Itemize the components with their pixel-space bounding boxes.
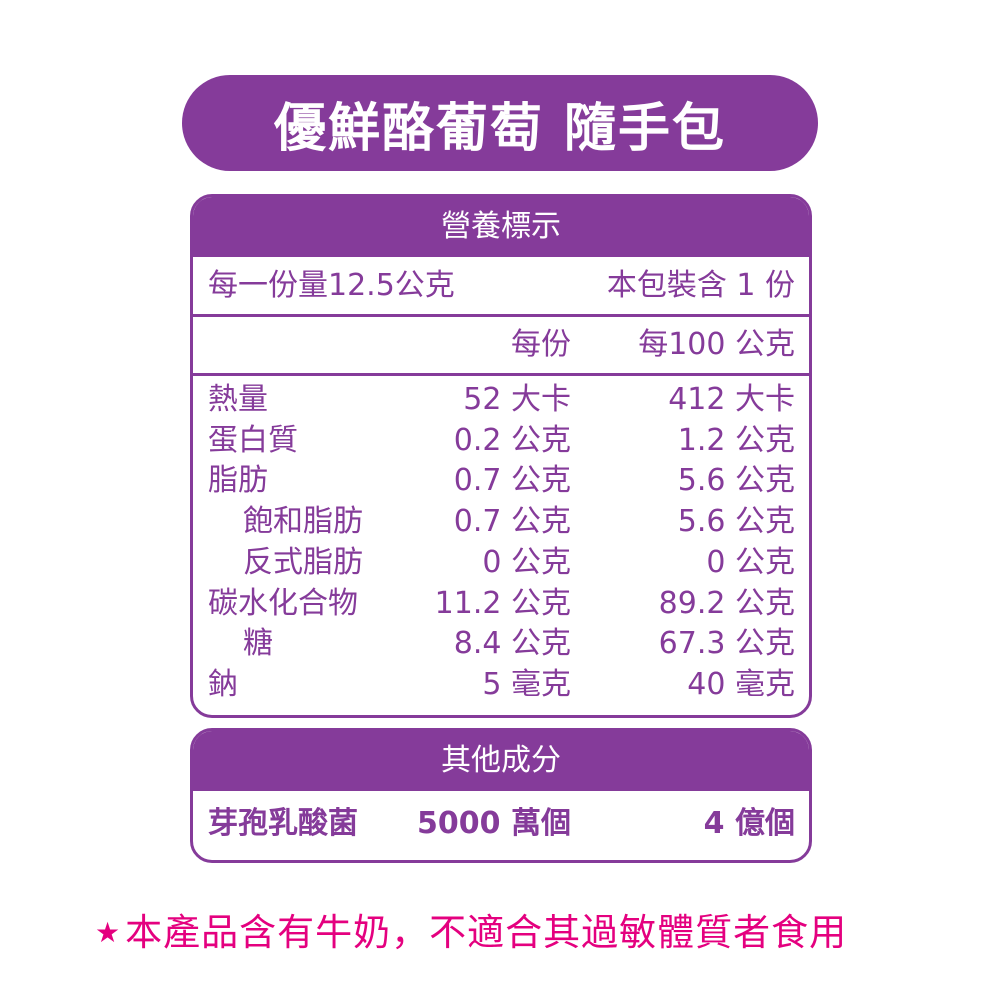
nutrient-per-serving: 8.4 公克 xyxy=(453,626,571,662)
star-icon: ★ xyxy=(95,916,122,949)
nutrient-per-100g: 89.2 公克 xyxy=(658,585,795,621)
nutrient-name: 飽和脂肪 xyxy=(243,504,363,540)
allergy-warning-text: 本產品含有牛奶，不適合其過敏體質者食用 xyxy=(125,911,848,954)
serving-size: 每一份量12.5公克 xyxy=(208,268,455,303)
nutrient-per-serving: 0.2 公克 xyxy=(453,422,571,458)
nutrient-row: 脂肪 0.7 公克 5.6 公克 xyxy=(193,461,809,501)
nutrient-rows: 熱量 52 大卡 412 大卡蛋白質 0.2 公克 1.2 公克脂肪 0.7 公克 5.6 … xyxy=(193,373,809,715)
product-title: 優鮮酪葡萄 隨手包 xyxy=(182,75,818,171)
nutrition-table: 營養標示 每一份量12.5公克 本包裝含 1 份 每份 每100 公克 熱量 52… xyxy=(190,194,812,718)
serving-info-row: 每一份量12.5公克 本包裝含 1 份 xyxy=(193,257,809,314)
nutrient-name: 熱量 xyxy=(208,382,268,417)
nutrient-per-100g: 412 大卡 xyxy=(668,382,795,417)
nutrient-row: 鈉 5 毫克 40 毫克 xyxy=(193,665,809,705)
nutrient-per-100g: 5.6 公克 xyxy=(677,463,795,499)
nutrient-per-100g: 67.3 公克 xyxy=(658,626,795,662)
nutrient-per-100g: 5.6 公克 xyxy=(677,504,795,540)
nutrient-per-serving: 11.2 公克 xyxy=(434,585,571,621)
nutrient-name: 碳水化合物 xyxy=(208,585,358,621)
nutrient-row: 熱量 52 大卡 412 大卡 xyxy=(193,380,809,420)
probiotic-name: 芽孢乳酸菌 xyxy=(208,806,358,841)
nutrient-name: 脂肪 xyxy=(208,463,268,499)
nutrient-name: 糖 xyxy=(243,626,273,662)
nutrient-per-serving: 52 大卡 xyxy=(463,382,571,417)
nutrient-name: 蛋白質 xyxy=(208,422,298,458)
nutrient-row: 蛋白質 0.2 公克 1.2 公克 xyxy=(193,421,809,461)
nutrient-per-serving: 0.7 公克 xyxy=(453,463,571,499)
nutrition-header: 營養標示 xyxy=(193,197,809,257)
nutrient-name: 反式脂肪 xyxy=(243,544,363,580)
nutrient-row: 糖 8.4 公克 67.3 公克 xyxy=(193,624,809,664)
nutrient-row: 碳水化合物 11.2 公克 89.2 公克 xyxy=(193,584,809,624)
nutrient-row: 反式脂肪 0 公克 0 公克 xyxy=(193,543,809,583)
other-header: 其他成分 xyxy=(193,731,809,791)
allergy-warning: ★ 本產品含有牛奶，不適合其過敏體質者食用 xyxy=(95,902,847,956)
column-header-row: 每份 每100 公克 xyxy=(193,314,809,373)
col-per-100g: 每100 公克 xyxy=(638,327,795,362)
other-ingredients-table: 其他成分 芽孢乳酸菌 5000 萬個 4 億個 xyxy=(190,728,812,863)
nutrient-per-100g: 0 公克 xyxy=(706,544,795,580)
probiotic-per-serving: 5000 萬個 xyxy=(417,806,571,841)
servings-per-pack: 本包裝含 1 份 xyxy=(606,268,795,303)
nutrient-name: 鈉 xyxy=(208,666,238,702)
col-per-serving: 每份 xyxy=(511,327,571,362)
nutrient-row: 飽和脂肪 0.7 公克 5.6 公克 xyxy=(193,502,809,542)
nutrient-per-100g: 1.2 公克 xyxy=(677,422,795,458)
probiotic-row: 芽孢乳酸菌 5000 萬個 4 億個 xyxy=(193,791,809,857)
nutrient-per-serving: 0 公克 xyxy=(482,544,571,580)
nutrient-per-serving: 0.7 公克 xyxy=(453,504,571,540)
nutrient-per-serving: 5 毫克 xyxy=(482,666,571,702)
nutrient-per-100g: 40 毫克 xyxy=(687,666,795,702)
probiotic-per-100g: 4 億個 xyxy=(703,806,795,841)
